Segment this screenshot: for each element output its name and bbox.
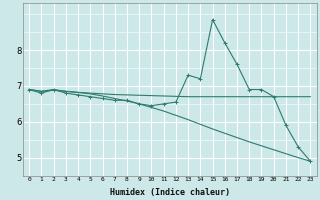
X-axis label: Humidex (Indice chaleur): Humidex (Indice chaleur) <box>110 188 230 197</box>
